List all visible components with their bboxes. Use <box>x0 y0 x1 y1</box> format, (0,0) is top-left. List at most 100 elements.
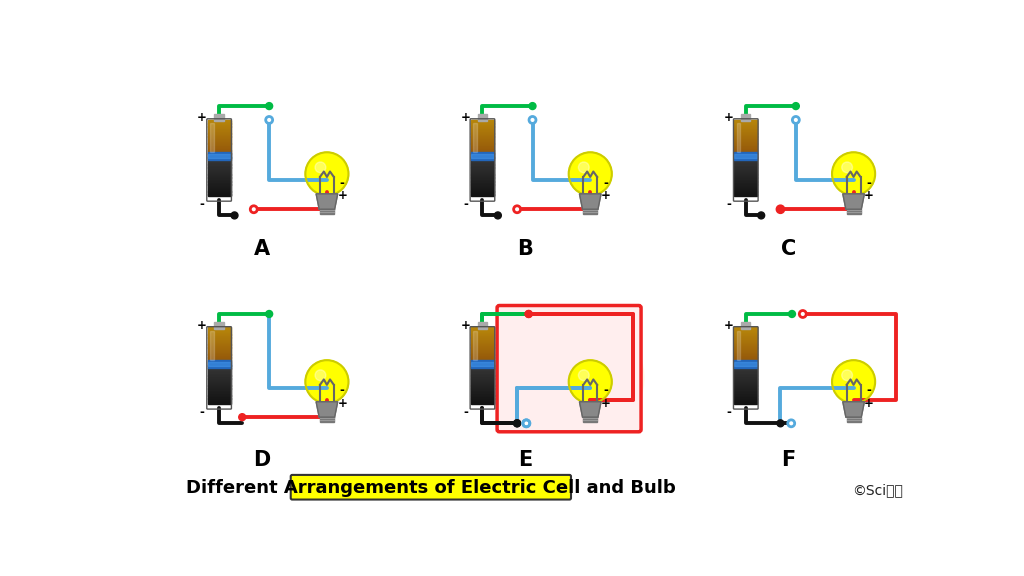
Bar <box>471 397 494 398</box>
Circle shape <box>788 310 796 317</box>
Bar <box>734 359 758 360</box>
Polygon shape <box>316 402 338 417</box>
Bar <box>208 151 230 152</box>
Bar <box>208 395 230 396</box>
Bar <box>208 173 230 175</box>
Bar <box>471 163 494 164</box>
Bar <box>208 152 230 153</box>
Bar <box>734 355 758 356</box>
Bar <box>734 126 758 127</box>
Bar <box>471 145 494 146</box>
Bar <box>208 378 230 380</box>
Bar <box>734 195 758 196</box>
Bar <box>734 350 758 351</box>
Bar <box>471 125 494 126</box>
Bar <box>471 339 494 340</box>
Bar <box>471 194 494 195</box>
Bar <box>208 195 230 196</box>
Circle shape <box>529 103 536 109</box>
Bar <box>471 152 494 160</box>
Bar <box>471 337 494 338</box>
Bar <box>208 345 230 346</box>
Text: D: D <box>253 450 270 470</box>
Bar <box>734 177 758 179</box>
Bar <box>471 170 494 172</box>
Bar <box>208 175 230 176</box>
Bar <box>734 342 758 343</box>
Bar <box>208 129 230 130</box>
Bar <box>734 389 758 390</box>
Bar <box>734 163 758 164</box>
Bar <box>478 322 487 329</box>
Circle shape <box>793 103 800 109</box>
Text: -: - <box>340 177 345 190</box>
Bar <box>208 366 230 367</box>
Text: -: - <box>866 385 871 397</box>
Bar <box>208 183 230 184</box>
Bar <box>734 385 758 386</box>
Bar <box>471 141 494 142</box>
Bar <box>208 126 230 127</box>
Bar <box>208 357 230 358</box>
Bar <box>471 184 494 185</box>
Bar <box>208 393 230 394</box>
Bar <box>734 170 758 172</box>
Circle shape <box>239 414 246 420</box>
Bar <box>471 178 494 179</box>
Bar <box>208 394 230 395</box>
Text: +: + <box>864 397 873 410</box>
Bar <box>208 139 230 140</box>
Bar <box>208 192 230 193</box>
Bar <box>208 333 230 334</box>
Bar <box>734 349 758 350</box>
Bar <box>734 374 758 375</box>
Bar <box>208 159 230 160</box>
Bar <box>734 187 758 188</box>
Bar <box>208 145 230 146</box>
Bar <box>471 130 494 131</box>
Text: -: - <box>726 198 731 211</box>
Polygon shape <box>580 402 601 417</box>
Bar <box>471 390 494 391</box>
Bar <box>734 344 758 346</box>
Bar <box>471 146 494 147</box>
Bar <box>471 333 494 334</box>
Bar <box>208 331 230 332</box>
Bar <box>471 157 494 158</box>
Bar <box>734 372 758 373</box>
Bar <box>471 396 494 397</box>
Bar <box>734 122 758 123</box>
Bar <box>734 399 758 400</box>
Circle shape <box>793 116 800 123</box>
Bar <box>471 388 494 389</box>
Text: +: + <box>864 189 873 202</box>
Bar <box>734 345 758 346</box>
Bar <box>471 160 494 161</box>
Circle shape <box>315 370 326 381</box>
Bar <box>734 367 758 368</box>
Bar <box>471 335 494 336</box>
Bar <box>471 189 494 190</box>
Bar <box>208 344 230 346</box>
Bar <box>734 373 758 374</box>
Bar <box>734 380 758 381</box>
Bar <box>471 157 494 158</box>
Bar <box>208 348 230 349</box>
Bar <box>734 142 758 143</box>
Bar <box>734 156 758 157</box>
Bar <box>471 347 494 348</box>
Bar <box>471 137 494 138</box>
Text: B: B <box>517 238 532 259</box>
Bar <box>734 188 758 189</box>
Bar <box>736 123 740 152</box>
Bar <box>734 121 758 122</box>
Bar <box>734 333 758 334</box>
Bar <box>208 360 230 361</box>
Bar <box>734 183 758 184</box>
Bar <box>471 395 494 396</box>
Circle shape <box>525 310 532 317</box>
Bar <box>734 180 758 181</box>
Bar <box>471 367 494 369</box>
Bar <box>734 328 758 329</box>
Circle shape <box>495 212 502 219</box>
